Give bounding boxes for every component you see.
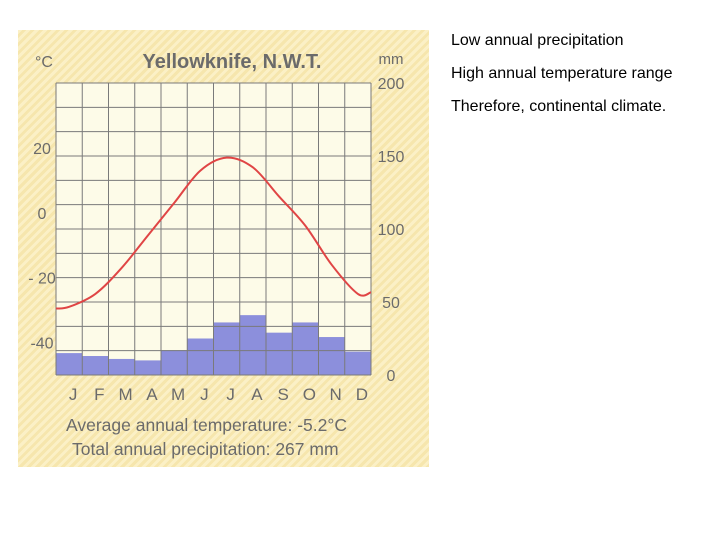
note-low-precipitation: Low annual precipitation [451,32,624,49]
month-label: J [200,385,209,404]
note-temperature-range: High annual temperature range [451,65,673,82]
temperature-tick-label: 20 [33,141,51,158]
average-temperature-label: Average annual temperature: -5.2°C [66,415,347,435]
temperature-tick-label: -40 [30,336,53,353]
month-label: N [329,385,341,404]
month-label: J [226,385,235,404]
precipitation-bar-10 [292,322,319,375]
left-axis-unit: °C [35,54,53,71]
precipitation-bar-1 [56,353,83,375]
notes-list: Low annual precipitation High annual tem… [451,30,713,129]
precipitation-bar-8 [239,315,266,375]
temperature-tick-labels: 20 0 - 20 -40 [28,141,56,353]
precipitation-tick-label: 100 [378,222,405,239]
precipitation-tick-label: 50 [382,295,400,312]
total-precipitation-label: Total annual precipitation: 267 mm [72,439,339,459]
precipitation-bar-9 [266,332,293,375]
precipitation-bar-7 [213,322,240,375]
precipitation-tick-label: 150 [378,149,405,166]
precipitation-bar-6 [187,338,214,375]
precipitation-bar-5 [161,350,188,375]
precipitation-bar-3 [108,358,135,375]
month-label: O [303,385,316,404]
precipitation-bar-2 [82,356,109,375]
month-label: S [277,385,288,404]
climograph: Yellowknife, N.W.T. °C mm 200- 20-40 200… [28,51,405,459]
month-label: M [171,385,185,404]
climate-chart-panel: Yellowknife, N.W.T. °C mm 20 0- 20 -40 200… [18,30,429,467]
precipitation-bar-11 [318,337,345,375]
note-continental-climate: Therefore, continental climate. [451,98,667,115]
precipitation-bars [56,315,371,375]
grid-lines [55,82,372,376]
month-label: D [356,385,368,404]
month-label: M [119,385,133,404]
month-label: A [251,385,263,404]
temperature-tick-label: 0 [38,206,47,223]
precipitation-tick-label: 200 [378,76,405,93]
month-label: A [146,385,158,404]
precipitation-tick-label: 0 [387,368,396,385]
temperature-line [55,156,372,310]
precipitation-bar-12 [344,351,371,375]
month-label: J [69,385,78,404]
chart-title: Yellowknife, N.W.T. [143,51,322,73]
precipitation-tick-labels: 200 150 100 50 0 [378,76,405,385]
precipitation-bar-4 [134,360,161,375]
month-label: F [94,385,104,404]
temperature-tick-label: - 20 [28,271,56,288]
right-axis-unit: mm [379,51,404,68]
